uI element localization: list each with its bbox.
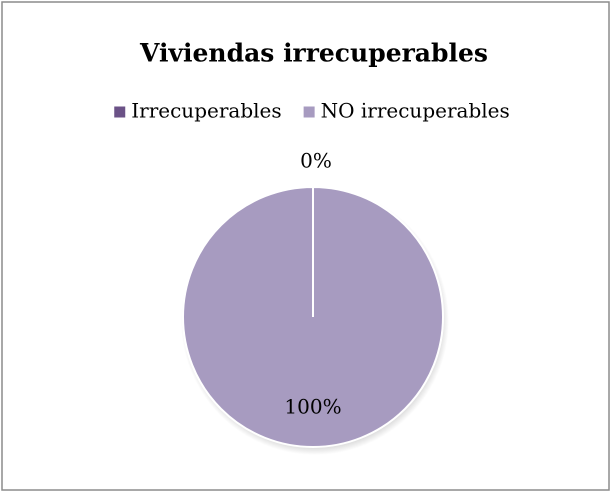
data-label: 0% (300, 149, 332, 173)
legend-label: NO irrecuperables (321, 99, 510, 123)
legend-label: Irrecuperables (131, 99, 281, 123)
pie-slice (182, 185, 444, 449)
legend-swatch (303, 106, 315, 118)
chart-title: Viviendas irrecuperables (139, 39, 488, 68)
data-label: 100% (284, 395, 341, 419)
legend-swatch (114, 106, 126, 118)
